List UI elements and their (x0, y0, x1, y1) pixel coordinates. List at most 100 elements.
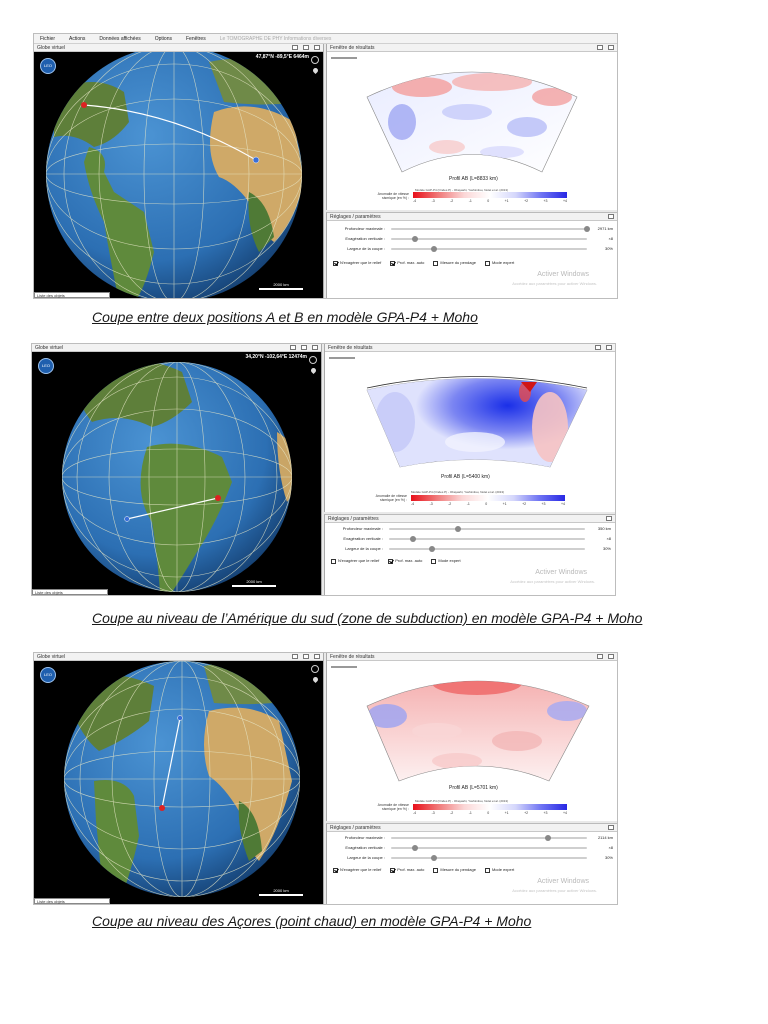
exag-slider[interactable] (391, 236, 587, 242)
globe-svg[interactable] (32, 352, 321, 595)
depth-row: Profondeur maximale :350 km (342, 526, 611, 532)
width-slider-knob[interactable] (431, 855, 438, 861)
width-slider-knob[interactable] (429, 546, 436, 552)
exag-slider-knob[interactable] (409, 536, 416, 542)
maximize-icon[interactable] (606, 345, 612, 350)
depth-slider[interactable] (389, 526, 585, 532)
expert-checkbox[interactable]: Mode expert (484, 867, 514, 873)
globe-window: Globe virtuel (34, 44, 324, 298)
restore-icon[interactable] (303, 654, 309, 659)
minimize-icon[interactable] (608, 825, 614, 830)
marker-b[interactable] (124, 516, 130, 522)
results-window: Fenêtre de résultats (326, 653, 617, 821)
marker-a[interactable] (81, 102, 87, 108)
menu-fenetres[interactable]: Fenêtres (185, 35, 206, 42)
width-slider-knob[interactable] (431, 246, 438, 252)
marker-b[interactable] (177, 715, 183, 721)
minimize-icon[interactable] (606, 516, 612, 521)
relief-checkbox[interactable]: N'exagérer que le relief (333, 260, 381, 266)
depth-value: 2114 km (597, 835, 613, 840)
minimize-icon[interactable] (608, 214, 614, 219)
width-row: Largeur de la coupe :30% (347, 246, 613, 252)
depth-slider-knob[interactable] (584, 226, 590, 232)
velocity-anomaly-colorbar (413, 192, 567, 198)
exag-slider-knob[interactable] (411, 845, 418, 851)
menu-actions[interactable]: Actions (69, 35, 86, 42)
cross-section-plot (331, 666, 590, 782)
results-window: Fenêtre de résultats (326, 44, 617, 210)
width-slider[interactable] (389, 546, 585, 552)
object-list-dropdown[interactable]: Liste des objets (34, 898, 110, 904)
maximize-icon[interactable] (314, 654, 320, 659)
object-list-dropdown[interactable]: Liste des objets (34, 292, 110, 298)
auto-depth-checkbox[interactable]: Prof. max. auto (388, 558, 422, 564)
marker-a[interactable] (215, 495, 221, 501)
exag-slider[interactable] (391, 845, 587, 851)
globe-svg[interactable] (34, 52, 323, 298)
options-checkboxes: N'exagérer que le relief Prof. max. auto… (331, 557, 611, 565)
search-icon[interactable] (309, 356, 317, 364)
relief-checkbox[interactable]: N'exagérer que le relief (331, 558, 379, 564)
exag-slider[interactable] (389, 536, 585, 542)
minimize-icon[interactable] (292, 45, 298, 50)
maximize-icon[interactable] (608, 654, 614, 659)
dip-checkbox[interactable]: Mesure du pendage (433, 260, 476, 266)
settings-window: Réglages / paramètres Profondeur maximal… (326, 212, 617, 298)
windows-watermark-sub: Accédez aux paramètres pour activer Wind… (510, 579, 595, 584)
results-window-title: Fenêtre de résultats (327, 653, 617, 661)
restore-icon[interactable] (303, 45, 309, 50)
depth-slider[interactable] (391, 835, 587, 841)
globe-view[interactable]: LEO 2000 km Liste des objets (34, 661, 323, 904)
minimize-icon[interactable] (595, 345, 601, 350)
search-icon[interactable] (311, 665, 319, 673)
width-slider[interactable] (391, 855, 587, 861)
expert-checkbox[interactable]: Mode expert (484, 260, 514, 266)
africa-land (277, 432, 292, 502)
exag-slider-knob[interactable] (411, 236, 418, 242)
depth-slider-knob[interactable] (454, 526, 461, 532)
menu-fichier[interactable]: Fichier (40, 35, 56, 42)
depth-slider[interactable] (391, 226, 590, 232)
legend-model: Modèle GAP-P4 (Ondes P) - Obayashi, Yosh… (415, 799, 509, 803)
width-row: Largeur de la coupe :30% (345, 546, 611, 552)
globe-view[interactable]: 34,20°N -102,64°E 12474m LEO 2000 km Lis… (32, 352, 321, 595)
scale-bar: 2000 km (232, 580, 276, 587)
results-window-title: Fenêtre de résultats (327, 44, 617, 52)
cross-section-plot (331, 57, 578, 173)
restore-icon[interactable] (301, 345, 307, 350)
globe-window: Globe virtuel (32, 344, 322, 595)
relief-checkbox[interactable]: N'exagérer que le relief (333, 867, 381, 873)
maximize-icon[interactable] (608, 45, 614, 50)
minimize-icon[interactable] (597, 654, 603, 659)
profile-title: Profil AB (L=5701 km) (449, 785, 498, 791)
profile-title: Profil AB (L=5400 km) (441, 474, 490, 480)
menu-options[interactable]: Options (154, 35, 172, 42)
maximize-icon[interactable] (312, 345, 318, 350)
exag-row: Exagération verticale : ×8 (343, 536, 611, 542)
maximize-icon[interactable] (314, 45, 320, 50)
south-america-land (84, 147, 154, 298)
minimize-icon[interactable] (292, 654, 298, 659)
legend-ticks: -4 -3 -2 -1 0 +1 +2 +3 +4 (411, 502, 565, 506)
depth-slider-knob[interactable] (544, 835, 551, 841)
object-list-dropdown[interactable]: Liste des objets (32, 589, 108, 595)
europe-land (204, 662, 292, 705)
expert-checkbox[interactable]: Mode expert (431, 558, 461, 564)
minimize-icon[interactable] (597, 45, 603, 50)
profile-title: Profil AB (L=8833 km) (449, 176, 498, 182)
search-icon[interactable] (311, 56, 319, 64)
depth-value: 2971 km (597, 226, 613, 231)
auto-depth-checkbox[interactable]: Prof. max. auto (390, 867, 424, 873)
auto-depth-checkbox[interactable]: Prof. max. auto (390, 260, 424, 266)
marker-a[interactable] (159, 805, 165, 811)
marker-b[interactable] (252, 156, 260, 164)
menu-donnees[interactable]: Données affichées (99, 35, 141, 42)
options-checkboxes: N'exagérer que le relief Prof. max. auto… (333, 866, 613, 874)
globe-window-title: Globe virtuel (32, 344, 321, 352)
width-slider[interactable] (391, 246, 587, 252)
globe-view[interactable]: 47,87°N -89,5°E 6464m LEO 2000 km Liste … (34, 52, 323, 298)
dip-checkbox[interactable]: Mesure du pendage (433, 867, 476, 873)
globe-svg[interactable] (34, 661, 323, 904)
exag-row: Exagération verticale : ×8 (345, 845, 613, 851)
minimize-icon[interactable] (290, 345, 296, 350)
